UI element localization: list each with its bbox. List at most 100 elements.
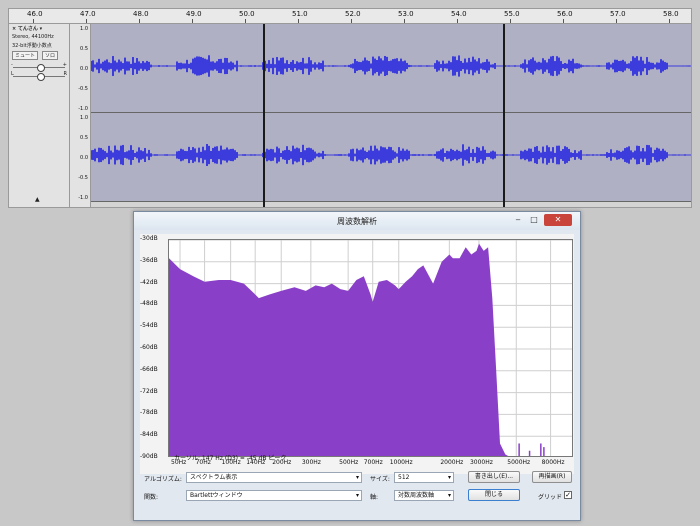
waveform-channel-left[interactable]	[91, 24, 691, 113]
size-select[interactable]: 512 ▾	[394, 472, 454, 483]
grid-checkbox[interactable]: ✓	[564, 491, 572, 499]
chevron-down-icon: ▾	[355, 492, 359, 499]
timeline-tick-mark	[510, 19, 511, 23]
dialog-titlebar[interactable]: 周波数解析 ‒ □ ✕	[134, 212, 580, 230]
x-tick-label: 50Hz	[171, 459, 187, 466]
x-tick-label: 70Hz	[195, 459, 211, 466]
close-button[interactable]: 閉じる	[468, 489, 520, 501]
x-tick-label: 200Hz	[272, 459, 292, 466]
gain-plus-label: +	[62, 62, 67, 68]
track-format-info: Stereo, 44100Hz	[12, 34, 54, 40]
timeline-tick-label: 55.0	[504, 10, 520, 18]
pan-knob[interactable]	[37, 73, 45, 81]
timeline-tick-label: 54.0	[451, 10, 467, 18]
clip-boundary[interactable]	[263, 24, 265, 207]
y-tick-label: -72dB	[140, 387, 158, 395]
timeline-tick-mark	[351, 19, 352, 23]
algorithm-select[interactable]: スペクトラム表示 ▾	[186, 472, 362, 483]
timeline-ruler[interactable]: 46.0 47.0 48.0 49.0 50.0 51.0 52.0 53.0 54.0 55.0…	[9, 9, 691, 24]
timeline-tick-mark	[245, 19, 246, 23]
timeline-tick-label: 56.0	[557, 10, 573, 18]
waveform-channel-right[interactable]	[91, 113, 691, 202]
grid-label: グリッド	[538, 494, 563, 501]
function-label: 関数:	[144, 494, 159, 501]
minimize-icon[interactable]: ‒	[515, 215, 521, 224]
cursor-readout: カーソル: 147 Hz (D3) = -45 dB ピーク	[174, 455, 287, 462]
waveform-right-svg	[91, 144, 691, 166]
algorithm-value: スペクトラム表示	[190, 474, 238, 481]
amplitude-label: 0.5	[80, 135, 88, 141]
track-sample-format: 32-bit浮動小数点	[12, 43, 52, 49]
y-tick-label: -54dB	[140, 322, 158, 330]
replot-button[interactable]: 再描画(R)	[532, 471, 572, 483]
axis-label: 軸:	[370, 494, 379, 501]
amplitude-label: 0.0	[80, 66, 88, 72]
function-select[interactable]: Bartlettウィンドウ ▾	[186, 490, 362, 501]
timeline-tick-mark	[404, 19, 405, 23]
timeline-tick-label: 46.0	[27, 10, 43, 18]
y-tick-label: -36dB	[140, 256, 158, 264]
timeline-tick-mark	[669, 19, 670, 23]
x-tick-label: 1000Hz	[389, 459, 413, 466]
x-tick-label: 3000Hz	[469, 459, 493, 466]
timeline-tick-mark	[563, 19, 564, 23]
clip-boundary[interactable]	[503, 24, 505, 207]
timeline-tick-mark	[298, 19, 299, 23]
y-tick-label: -48dB	[140, 300, 158, 308]
timeline-tick-label: 57.0	[610, 10, 626, 18]
audacity-track-area: 46.0 47.0 48.0 49.0 50.0 51.0 52.0 53.0 54.0 55.0…	[8, 8, 692, 208]
spectrum-svg	[169, 240, 572, 456]
gain-slider[interactable]: - +	[11, 62, 67, 72]
axis-select[interactable]: 対数周波数軸 ▾	[394, 490, 454, 501]
amplitude-label: 1.0	[80, 26, 88, 32]
y-tick-label: -42dB	[140, 278, 158, 286]
collapse-track-icon[interactable]: ▲	[35, 196, 40, 203]
spectrum-plot[interactable]	[168, 239, 573, 457]
track-name-menu[interactable]: × てんさん ▾	[12, 26, 43, 32]
x-tick-label: 5000Hz	[507, 459, 531, 466]
timeline-tick-mark	[86, 19, 87, 23]
pan-slider[interactable]: L R	[11, 71, 67, 81]
timeline-tick-mark	[616, 19, 617, 23]
x-tick-label: 140Hz	[246, 459, 266, 466]
axis-value: 対数周波数軸	[398, 492, 435, 499]
size-value: 512	[398, 474, 410, 481]
amplitude-label: -1.0	[78, 106, 88, 112]
y-tick-label: -60dB	[140, 344, 158, 351]
chevron-down-icon: ▾	[447, 492, 451, 499]
mute-button[interactable]: ミュート	[12, 51, 39, 60]
x-tick-label: 700Hz	[363, 459, 383, 466]
solo-button[interactable]: ソロ	[42, 51, 59, 60]
x-tick-label: 500Hz	[339, 459, 359, 466]
pan-right-label: R	[63, 71, 67, 77]
y-tick-label: -78dB	[140, 409, 158, 417]
timeline-tick-label: 48.0	[133, 10, 149, 18]
timeline-tick-label: 49.0	[186, 10, 202, 18]
amplitude-label: -0.5	[78, 175, 88, 181]
chevron-down-icon: ▾	[355, 474, 359, 481]
y-tick-label: -84dB	[140, 431, 158, 439]
timeline-tick-label: 53.0	[398, 10, 414, 18]
timeline-tick-label: 47.0	[80, 10, 96, 18]
track-control-panel: × てんさん ▾ Stereo, 44100Hz 32-bit浮動小数点 ミュー…	[9, 24, 70, 207]
dialog-title: 周波数解析	[337, 217, 377, 226]
chevron-down-icon: ▾	[447, 474, 451, 481]
export-button[interactable]: 書き出し(E)...	[468, 471, 520, 483]
frequency-analysis-dialog: 周波数解析 ‒ □ ✕ -30dB -36dB -42dB -48dB -54dB -60…	[133, 211, 581, 521]
size-label: サイズ:	[370, 476, 390, 483]
timeline-tick-mark	[33, 19, 34, 23]
timeline-tick-mark	[192, 19, 193, 23]
gain-knob[interactable]	[37, 64, 45, 72]
amplitude-label: 1.0	[80, 115, 88, 121]
timeline-tick-label: 52.0	[345, 10, 361, 18]
mute-solo-row: ミュート ソロ	[9, 50, 69, 61]
x-tick-label: 100Hz	[221, 459, 241, 466]
waveform-left-svg	[91, 55, 691, 77]
maximize-icon[interactable]: □	[530, 215, 538, 224]
timeline-tick-label: 58.0	[663, 10, 679, 18]
x-tick-label: 300Hz	[301, 459, 321, 466]
spectrum-plot-frame: -30dB -36dB -42dB -48dB -54dB -60dB -66dB -72dB…	[140, 234, 574, 474]
x-tick-label: 2000Hz	[440, 459, 464, 466]
close-icon[interactable]: ✕	[544, 214, 572, 226]
pan-left-label: L	[11, 71, 14, 77]
